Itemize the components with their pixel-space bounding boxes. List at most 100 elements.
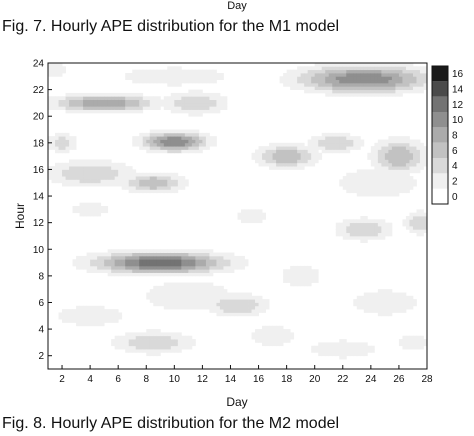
heatmap-cell	[255, 295, 259, 300]
heatmap-cell	[381, 159, 386, 164]
heatmap-cell	[51, 136, 56, 140]
heatmap-cell	[135, 176, 140, 180]
heatmap-cell	[321, 66, 326, 71]
heatmap-cell	[118, 272, 123, 277]
heatmap-cell	[90, 179, 95, 184]
heatmap-cell	[416, 156, 421, 160]
heatmap-cell	[349, 172, 354, 177]
heatmap-cell	[114, 265, 119, 270]
heatmap-cell	[269, 162, 273, 167]
heatmap-cell	[405, 189, 410, 194]
heatmap-cell	[342, 219, 347, 224]
heatmap-cell	[377, 232, 382, 237]
heatmap-cell	[83, 322, 87, 327]
heatmap-cell	[79, 305, 84, 310]
heatmap-cell	[262, 146, 266, 150]
heatmap-cell	[160, 129, 165, 134]
heatmap-cell	[114, 335, 119, 340]
heatmap-cell	[86, 259, 91, 263]
heatmap-cell	[163, 305, 168, 310]
heatmap-cell	[142, 146, 147, 150]
heatmap-cell	[416, 159, 421, 164]
heatmap-cell	[93, 322, 98, 327]
heatmap-cell	[149, 352, 154, 357]
heatmap-cell	[321, 76, 326, 81]
heatmap-cell	[65, 99, 70, 104]
heatmap-cell	[381, 189, 386, 194]
heatmap-cell	[251, 302, 256, 307]
heatmap-cell	[416, 82, 421, 87]
heatmap-cell	[283, 275, 288, 280]
heatmap-cell	[325, 86, 330, 91]
heatmap-cell	[62, 132, 66, 137]
heatmap-cell	[409, 169, 414, 174]
heatmap-cell	[381, 289, 386, 293]
heatmap-cell	[48, 169, 52, 174]
heatmap-cell	[209, 282, 214, 287]
heatmap-cell	[360, 345, 365, 350]
heatmap-cell	[226, 292, 231, 297]
heatmap-cell	[304, 275, 309, 280]
heatmap-cell	[356, 295, 361, 300]
heatmap-cell	[286, 156, 291, 160]
heatmap-cell	[398, 79, 403, 84]
heatmap-cell	[377, 192, 382, 197]
heatmap-cell	[332, 136, 337, 140]
heatmap-cell	[258, 146, 263, 150]
heatmap-cell	[314, 76, 319, 81]
heatmap-cell	[58, 136, 63, 140]
heatmap-cell	[163, 99, 168, 104]
heatmap-cell	[233, 295, 238, 300]
heatmap-cell	[342, 225, 347, 230]
heatmap-cell	[58, 96, 63, 100]
heatmap-cell	[153, 345, 158, 350]
heatmap-cell	[307, 142, 312, 147]
heatmap-cell	[335, 132, 340, 137]
heatmap-cell	[100, 179, 105, 184]
heatmap-cell	[346, 76, 351, 81]
heatmap-cell	[307, 86, 312, 91]
heatmap-cell	[149, 102, 154, 107]
heatmap-cell	[223, 302, 228, 307]
heatmap-cell	[339, 63, 344, 67]
heatmap-cell	[391, 302, 396, 307]
heatmap-cell	[198, 146, 203, 150]
heatmap-cell	[349, 182, 354, 187]
heatmap-cell	[398, 305, 403, 310]
heatmap-cell	[339, 352, 344, 357]
heatmap-cell	[255, 329, 259, 333]
heatmap-cell	[318, 139, 323, 144]
heatmap-cell	[311, 136, 316, 140]
heatmap-cell	[170, 305, 175, 310]
heatmap-cell	[174, 79, 179, 84]
heatmap-cell	[230, 255, 235, 260]
heatmap-cell	[65, 319, 70, 323]
heatmap-cell	[121, 186, 126, 190]
heatmap-cell	[132, 109, 137, 114]
heatmap-cell	[290, 156, 295, 160]
heatmap-cell	[177, 292, 182, 297]
heatmap-cell	[149, 265, 154, 270]
heatmap-cell	[398, 162, 403, 167]
heatmap-cell	[72, 169, 77, 174]
heatmap-cell	[160, 259, 165, 263]
heatmap-cell	[188, 102, 193, 107]
heatmap-cell	[83, 315, 87, 320]
heatmap-cell	[381, 292, 386, 297]
heatmap-cell	[163, 255, 168, 260]
heatmap-cell	[69, 136, 73, 140]
heatmap-cell	[293, 159, 298, 164]
heatmap-cell	[223, 106, 228, 110]
heatmap-cell	[374, 169, 379, 174]
heatmap-cell	[307, 139, 312, 144]
heatmap-cell	[335, 222, 340, 227]
heatmap-cell	[177, 72, 182, 77]
heatmap-cell	[395, 295, 400, 300]
heatmap-cell	[79, 166, 84, 170]
heatmap-cell	[398, 159, 403, 164]
heatmap-cell	[300, 265, 305, 270]
heatmap-cell	[349, 86, 354, 91]
heatmap-cell	[202, 99, 207, 104]
heatmap-cell	[55, 136, 59, 140]
heatmap-cell	[391, 89, 396, 94]
